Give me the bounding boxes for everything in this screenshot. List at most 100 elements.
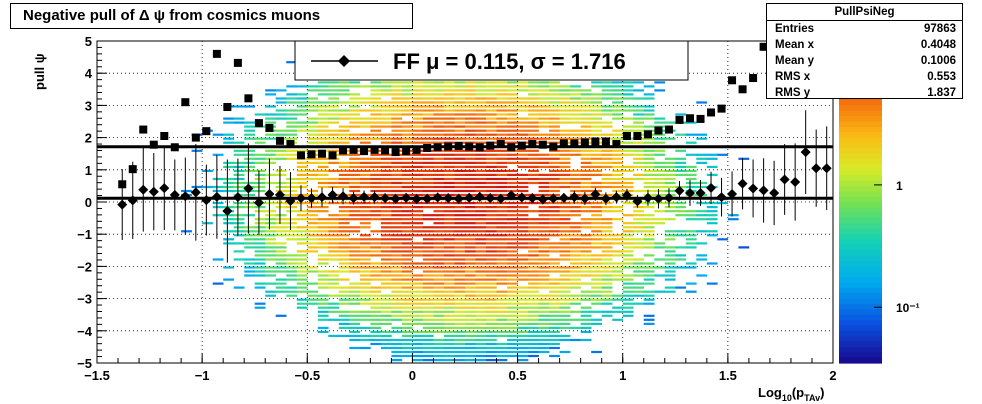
heatmap-cell	[496, 189, 508, 193]
rms-marker	[181, 98, 190, 107]
heatmap-cell	[486, 338, 497, 342]
heatmap-cell	[275, 290, 287, 293]
heatmap-cell	[317, 282, 329, 285]
heatmap-cell	[580, 330, 592, 333]
heatmap-cell	[233, 202, 245, 205]
heatmap-cell	[265, 210, 276, 213]
heatmap-cell	[370, 242, 382, 245]
heatmap-cell	[570, 121, 581, 124]
heatmap-cell	[317, 330, 329, 333]
heatmap-cell	[349, 322, 361, 325]
heatmap-cell	[412, 250, 424, 253]
heatmap-cell	[422, 218, 434, 221]
heatmap-cell	[422, 101, 434, 104]
heatmap-cell	[475, 334, 487, 337]
heatmap-cell	[391, 93, 403, 96]
heatmap-cell	[233, 117, 245, 120]
heatmap-cell	[422, 105, 434, 108]
heatmap-cell	[601, 226, 613, 229]
heatmap-cell	[496, 342, 508, 346]
heatmap-cell	[401, 238, 413, 241]
heatmap-cell	[706, 230, 718, 233]
heatmap-cell	[370, 298, 382, 301]
heatmap-cell	[286, 157, 298, 160]
heatmap-cell	[401, 206, 413, 209]
heatmap-cell	[685, 246, 697, 249]
heatmap-cell	[370, 238, 382, 241]
heatmap-cell	[328, 246, 340, 249]
heatmap-cell	[433, 153, 445, 156]
heatmap-cell	[654, 258, 666, 261]
heatmap-cell	[580, 250, 592, 253]
heatmap-cell	[559, 306, 571, 309]
heatmap-cell	[254, 266, 266, 269]
heatmap-cell	[475, 290, 487, 293]
heatmap-cell	[622, 202, 634, 205]
heatmap-cell	[380, 125, 392, 128]
colorbar-segment	[839, 336, 882, 343]
heatmap-cell	[412, 254, 424, 257]
heatmap-cell	[422, 294, 434, 297]
heatmap-cell	[549, 338, 560, 342]
heatmap-cell	[412, 210, 424, 213]
colorbar-segment	[839, 110, 882, 117]
heatmap-cell	[517, 242, 529, 245]
heatmap-cell	[296, 93, 308, 96]
heatmap-cell	[370, 85, 382, 88]
heatmap-cell	[244, 238, 255, 241]
heatmap-cell	[549, 258, 560, 261]
heatmap-cell	[517, 210, 529, 213]
heatmap-cell	[328, 226, 340, 229]
heatmap-cell	[391, 210, 403, 213]
heatmap-cell	[317, 161, 329, 164]
heatmap-cell	[444, 121, 455, 124]
heatmap-cell	[286, 97, 298, 100]
heatmap-cell	[349, 105, 361, 108]
mean-marker	[579, 193, 590, 204]
heatmap-cell	[517, 310, 529, 313]
heatmap-cell	[296, 238, 308, 241]
heatmap-cell	[444, 322, 455, 325]
heatmap-cell	[391, 246, 403, 249]
heatmap-cell	[475, 294, 487, 297]
heatmap-cell	[496, 234, 508, 237]
heatmap-cell	[465, 270, 476, 273]
colorbar-segment	[839, 164, 882, 171]
heatmap-cell	[570, 226, 581, 229]
heatmap-cell	[254, 238, 266, 241]
heatmap-cell	[696, 133, 708, 136]
heatmap-cell	[454, 354, 466, 358]
heatmap-cell	[433, 101, 445, 104]
heatmap-cell	[275, 262, 287, 265]
mean-marker	[295, 193, 306, 204]
heatmap-cell	[380, 278, 392, 281]
heatmap-cell	[444, 153, 455, 156]
heatmap-cell	[538, 286, 550, 289]
heatmap-cell	[307, 266, 319, 269]
heatmap-cell	[475, 278, 487, 281]
heatmap-cell	[507, 334, 518, 337]
heatmap-cell	[454, 165, 466, 168]
heatmap-cell	[412, 109, 424, 112]
heatmap-cell	[643, 222, 655, 225]
heatmap-cell	[549, 177, 560, 181]
colorbar-segment	[839, 126, 882, 133]
heatmap-cell	[475, 185, 487, 189]
heatmap-cell	[223, 230, 234, 233]
heatmap-cell	[507, 97, 518, 100]
heatmap-cell	[338, 246, 350, 249]
heatmap-cell	[528, 302, 539, 305]
heatmap-cell	[422, 81, 434, 84]
heatmap-cell	[380, 206, 392, 209]
heatmap-cell	[422, 157, 434, 160]
heatmap-cell	[507, 242, 518, 245]
heatmap-cell	[643, 113, 655, 116]
heatmap-cell	[580, 202, 592, 205]
heatmap-cell	[507, 306, 518, 309]
heatmap-cell	[422, 270, 434, 273]
heatmap-cell	[328, 177, 340, 181]
heatmap-cell	[296, 290, 308, 293]
heatmap-cell	[643, 322, 655, 325]
heatmap-cell	[538, 338, 550, 342]
heatmap-cell	[254, 242, 266, 245]
